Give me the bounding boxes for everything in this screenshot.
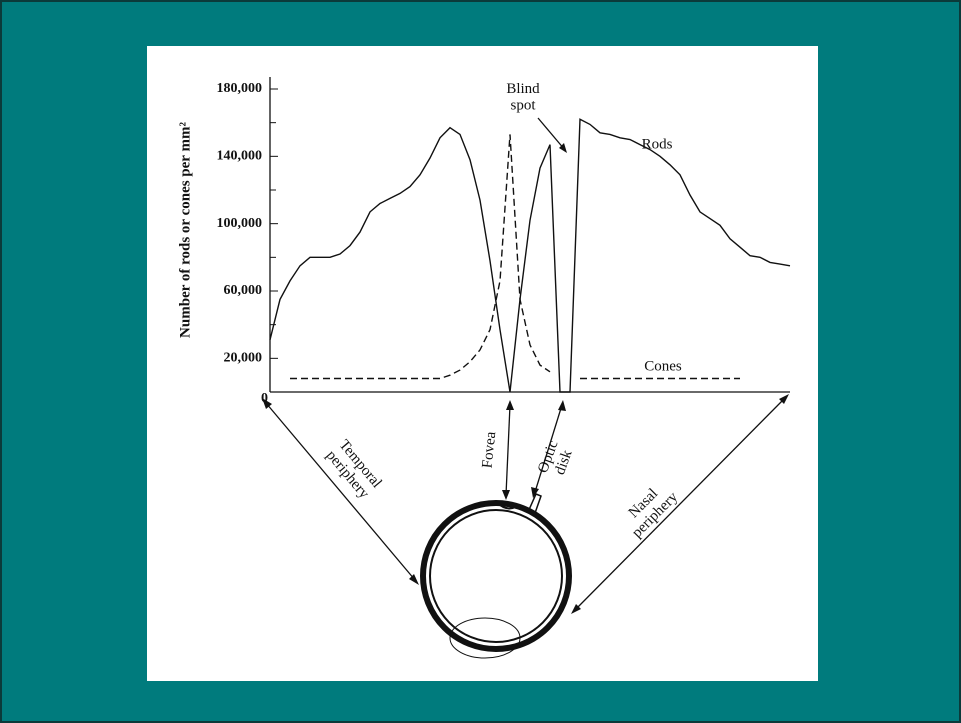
y-tick-label: 180,000	[217, 81, 263, 96]
arrow	[265, 402, 416, 581]
arrowhead	[262, 398, 272, 409]
annotation: Blind spot	[506, 81, 540, 114]
y-tick-label: 60,000	[224, 283, 263, 298]
y-tick-label: 100,000	[217, 216, 263, 231]
eye-outer	[420, 500, 572, 652]
y-tick-label: 0	[261, 391, 268, 406]
y-tick-label: 20,000	[224, 351, 263, 366]
fovea-pit	[499, 504, 519, 510]
arrowhead	[559, 143, 567, 153]
series-label: Rods	[642, 136, 673, 152]
lens	[449, 617, 521, 659]
eye-inner	[429, 509, 563, 643]
arrow	[537, 117, 566, 151]
arrowhead	[506, 400, 514, 410]
y-tick-label: 140,000	[217, 149, 263, 164]
illustration	[265, 117, 786, 659]
series-label: Cones	[644, 358, 682, 374]
arrowhead	[409, 574, 419, 585]
arrow	[574, 397, 786, 611]
arrow	[534, 404, 563, 493]
plot: 0 20,000 60,000 100,000 140,000 180,000 Rods Co…	[217, 77, 791, 406]
annotation: Fovea	[480, 431, 500, 469]
figure-panel	[147, 46, 818, 681]
arrowhead	[558, 400, 566, 411]
optic-nerve	[527, 493, 542, 517]
series-line	[290, 134, 740, 380]
arrowhead	[571, 604, 581, 614]
arrowhead	[502, 490, 510, 500]
arrowhead	[531, 487, 539, 498]
y-axis-label: Number of rods or cones per mm²	[177, 122, 193, 338]
arrowhead	[779, 394, 789, 404]
arrow	[505, 404, 511, 496]
arrowheads	[262, 143, 789, 614]
series-line	[269, 118, 791, 393]
